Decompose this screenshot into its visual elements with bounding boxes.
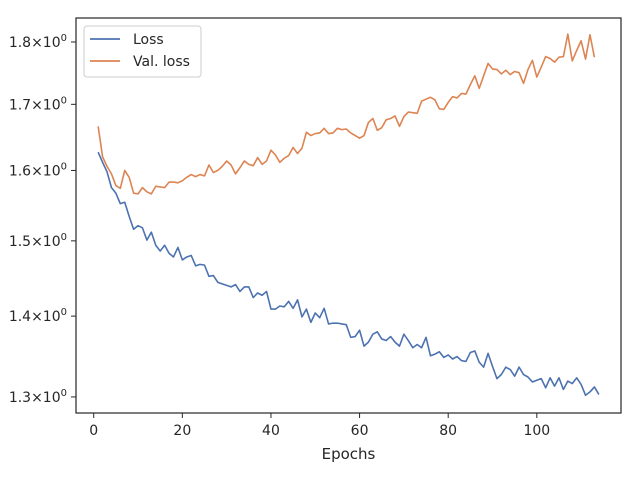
y-tick-label: 1.6×100 <box>9 161 67 179</box>
x-tick-label: 40 <box>262 423 280 439</box>
y-tick-label: 1.4×100 <box>9 307 67 325</box>
legend: Loss Val. loss <box>83 25 202 78</box>
x-tick-label: 80 <box>439 423 457 439</box>
series-line-val-loss <box>97 33 596 195</box>
x-tick-label: 20 <box>173 423 191 439</box>
plot-area <box>97 33 600 397</box>
legend-label: Val. loss <box>133 54 190 70</box>
legend-label: Loss <box>133 32 164 48</box>
series-line-loss <box>97 151 600 397</box>
x-axis: 0 20 40 60 80 100 <box>89 413 550 439</box>
x-tick-label: 0 <box>89 423 98 439</box>
axes-frame <box>75 17 622 414</box>
y-tick-label: 1.3×100 <box>9 388 67 406</box>
x-tick-label: 60 <box>351 423 369 439</box>
x-axis-title: Epochs <box>322 445 376 463</box>
y-tick-label: 1.7×100 <box>9 95 67 113</box>
y-axis: 1.3×100 1.4×100 1.5×100 1.6×100 1.7×100 1.8×1… <box>9 33 76 406</box>
y-tick-label: 1.5×100 <box>9 232 67 250</box>
y-tick-label: 1.8×100 <box>9 33 67 51</box>
x-tick-label: 100 <box>523 423 550 439</box>
